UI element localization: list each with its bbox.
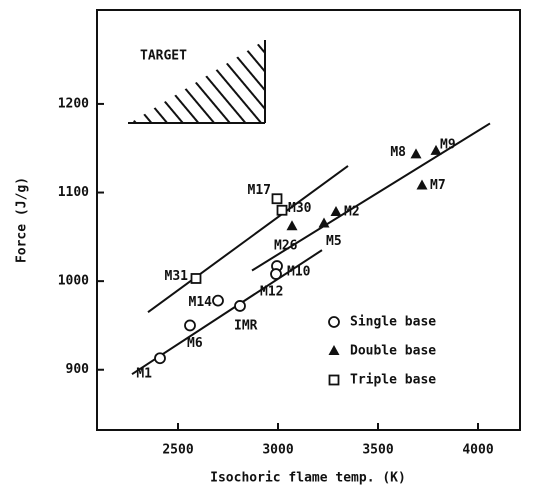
point <box>318 217 330 228</box>
point <box>270 268 282 280</box>
point <box>410 148 422 159</box>
point <box>271 193 283 205</box>
annotation: TARGET <box>140 49 187 64</box>
legend-label: Triple base <box>350 373 436 388</box>
point-label: M2 <box>344 205 360 220</box>
trend-line <box>251 122 491 272</box>
target-region <box>130 40 265 123</box>
y-tick-label: 900 <box>66 362 90 377</box>
point-label: M8 <box>390 145 406 160</box>
point-label: IMR <box>234 318 258 333</box>
point-label: M14 <box>189 295 213 310</box>
point <box>184 319 196 332</box>
x-tick-label: 2500 <box>162 443 193 458</box>
legend-label: Double base <box>350 344 436 359</box>
x-tick-label: 3000 <box>262 443 293 458</box>
point <box>430 144 442 155</box>
point <box>212 294 224 307</box>
point <box>416 179 428 190</box>
plot-frame <box>96 9 521 431</box>
point <box>276 204 288 216</box>
legend-marker <box>328 345 340 355</box>
point <box>154 352 166 365</box>
point-label: M9 <box>440 137 456 152</box>
y-tick-label: 1200 <box>58 96 89 111</box>
point-label: M10 <box>287 265 311 280</box>
point <box>234 300 246 312</box>
point-label: M17 <box>248 183 271 198</box>
point-label: M7 <box>430 178 446 193</box>
point <box>286 220 298 231</box>
point-label: M1 <box>136 367 152 382</box>
point-label: M26 <box>274 239 298 254</box>
point-label: M5 <box>326 234 342 249</box>
x-tick-label: 3500 <box>362 443 393 458</box>
legend-marker <box>328 374 340 386</box>
y-axis-title: Force (J/g) <box>15 177 30 263</box>
x-tick-label: 4000 <box>462 443 493 458</box>
point-label: M6 <box>187 336 203 351</box>
legend-label: Single base <box>350 315 436 330</box>
point-label: M30 <box>288 201 312 216</box>
point <box>190 273 202 284</box>
point-label: M12 <box>260 285 283 300</box>
trend-line <box>131 249 323 376</box>
legend-marker <box>328 316 340 328</box>
x-axis-title: Isochoric flame temp. (K) <box>210 471 406 486</box>
y-tick-label: 1100 <box>58 185 89 200</box>
point-label: M31 <box>165 269 189 284</box>
y-tick-label: 1000 <box>58 274 89 289</box>
trend-line <box>147 165 349 313</box>
point <box>330 206 342 217</box>
